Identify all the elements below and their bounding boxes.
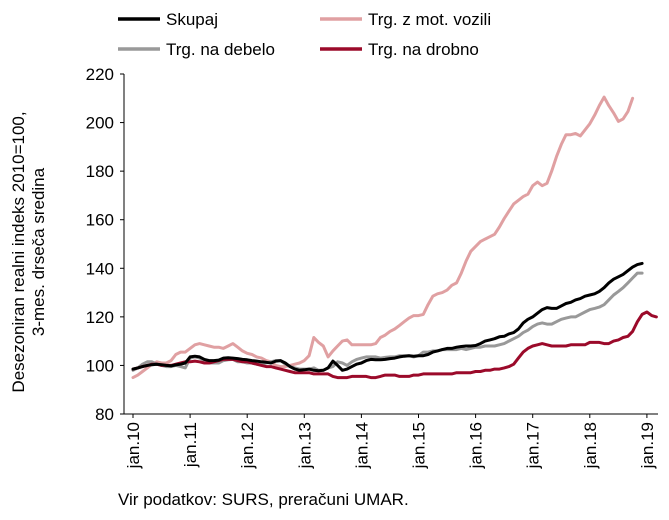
x-tick-label: jan.11 [181,422,200,468]
series-line-trg-z-mot-vozili [131,95,635,380]
legend-label: Trg. z mot. vozili [368,10,491,29]
x-tick-label: jan.13 [295,422,314,469]
y-axis-label: Desezoniran realni indeks 2010=100, 3-mes… [9,111,48,392]
x-tick-label: jan.10 [124,422,143,469]
y-axis-title-line: Desezoniran realni indeks 2010=100, [9,111,28,392]
x-tick-label: jan.19 [638,422,657,469]
x-tick-label: jan.12 [238,422,257,469]
series-line-skupaj [131,261,644,373]
series-line-trg-na-drobno [131,310,658,380]
legend-item: Trg. na debelo [118,40,275,59]
source-note: Vir podatkov: SURS, preračuni UMAR. [118,490,409,509]
y-tick-label: 220 [86,65,114,84]
legend-label: Trg. na debelo [166,40,275,59]
y-tick-label: 180 [86,162,114,181]
legend: Skupaj Trg. z mot. vozili Trg. na debelo Tr… [118,10,491,59]
y-axis: 80 100 120 140 160 180 200 220 [86,65,125,424]
series-line-trg-na-debelo [131,271,644,372]
legend-item: Trg. na drobno [320,40,479,59]
x-tick-label: jan.18 [581,422,600,469]
x-tick-label: jan.15 [410,422,429,469]
x-tick-label: jan.17 [524,422,543,469]
y-tick-label: 160 [86,211,114,230]
y-tick-label: 120 [86,308,114,327]
y-tick-label: 100 [86,356,114,375]
x-tick-label: jan.14 [352,422,371,469]
x-axis: jan.10 jan.11 jan.12 jan.13 jan.14 jan.15 jan.… [124,413,658,469]
y-tick-label: 80 [95,405,114,424]
legend-item: Trg. z mot. vozili [320,10,491,29]
y-tick-label: 140 [86,259,114,278]
legend-label: Skupaj [166,10,218,29]
y-axis-title-line: 3-mes. drseča sredina [29,167,48,336]
y-tick-label: 200 [86,114,114,133]
plot-area [131,95,658,380]
legend-item: Skupaj [118,10,218,29]
legend-label: Trg. na drobno [368,40,479,59]
x-tick-label: jan.16 [467,422,486,469]
